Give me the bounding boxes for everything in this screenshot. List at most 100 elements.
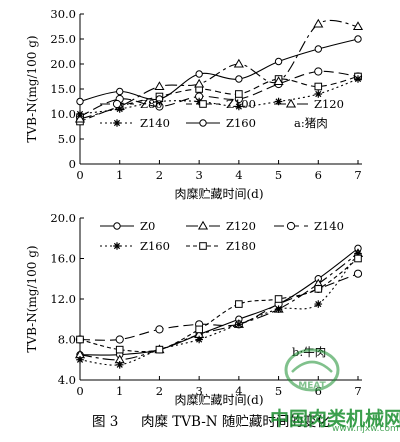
data-point bbox=[115, 345, 124, 354]
data-point bbox=[194, 78, 205, 88]
legend-label: Z160 bbox=[140, 239, 170, 253]
x-axis-label: 肉糜贮藏时间(d) bbox=[174, 392, 263, 407]
data-point bbox=[195, 70, 203, 78]
data-point bbox=[354, 254, 362, 263]
x-tick-label: 5 bbox=[275, 168, 282, 182]
legend-marker bbox=[199, 242, 207, 250]
data-point bbox=[274, 97, 283, 106]
x-axis-label: 肉糜贮藏时间(d) bbox=[174, 186, 263, 201]
data-point bbox=[274, 305, 283, 313]
x-tick-label: 0 bbox=[76, 384, 83, 398]
x-tick-label: 3 bbox=[195, 168, 202, 182]
y-tick-label: 16.0 bbox=[50, 252, 76, 266]
y-tick-label: 0 bbox=[69, 157, 76, 171]
y-tick-label: 4.0 bbox=[58, 373, 76, 387]
series-z120 bbox=[74, 18, 364, 123]
series-z180 bbox=[76, 254, 362, 354]
legend-marker bbox=[286, 221, 296, 231]
x-tick-label: 5 bbox=[275, 384, 282, 398]
data-point bbox=[115, 335, 124, 344]
legend-item-z120: Z120 bbox=[186, 219, 256, 233]
data-point bbox=[195, 97, 203, 106]
legend-label: Z180 bbox=[226, 239, 256, 253]
legend-item-z80: Z80 bbox=[100, 97, 163, 111]
watermark-url: www.rljxw.com bbox=[332, 424, 399, 434]
data-point bbox=[235, 102, 243, 111]
panel-annotation: b:牛肉 bbox=[292, 345, 326, 359]
data-point bbox=[76, 355, 84, 364]
x-tick-label: 7 bbox=[354, 384, 361, 398]
y-tick-label: 25.0 bbox=[50, 32, 76, 46]
watermark-logo-text: MEAT bbox=[298, 381, 326, 391]
data-point bbox=[235, 75, 243, 83]
y-tick-label: 20.0 bbox=[50, 57, 76, 71]
data-point bbox=[233, 58, 244, 68]
data-point bbox=[115, 361, 124, 369]
legend-marker bbox=[199, 100, 207, 108]
x-tick-label: 7 bbox=[354, 168, 361, 182]
legend-item-z140: Z140 bbox=[274, 219, 344, 233]
y-tick-label: 30.0 bbox=[50, 7, 76, 21]
y-tick-label: 5.0 bbox=[58, 132, 76, 146]
watermark-site-name: 中国肉类机械网 bbox=[270, 408, 400, 430]
legend-label: Z0 bbox=[140, 219, 155, 233]
legend-item-z120: Z120 bbox=[274, 97, 344, 111]
x-tick-label: 6 bbox=[315, 168, 322, 182]
legend-label: Z140 bbox=[314, 219, 344, 233]
data-point bbox=[352, 21, 364, 30]
data-point bbox=[314, 82, 323, 91]
data-point bbox=[274, 295, 283, 303]
data-point bbox=[235, 300, 243, 308]
legend-item-z180: Z180 bbox=[186, 239, 256, 253]
y-tick-label: 20.0 bbox=[50, 211, 76, 225]
x-tick-label: 2 bbox=[156, 384, 163, 398]
legend-marker bbox=[197, 220, 209, 230]
data-point bbox=[76, 97, 84, 106]
legend-marker bbox=[113, 222, 121, 230]
x-tick-label: 6 bbox=[315, 384, 322, 398]
data-point bbox=[274, 57, 283, 66]
data-point bbox=[195, 335, 203, 344]
panel-annotation: a:猪肉 bbox=[294, 116, 328, 130]
data-point bbox=[76, 335, 84, 344]
x-tick-label: 2 bbox=[156, 168, 163, 182]
legend-item-z100: Z100 bbox=[186, 97, 256, 111]
x-tick-label: 0 bbox=[76, 168, 83, 182]
legend-label: Z140 bbox=[140, 116, 170, 130]
x-tick-label: 4 bbox=[235, 168, 242, 182]
y-tick-label: 15.0 bbox=[50, 82, 76, 96]
legend-marker bbox=[113, 242, 121, 250]
legend-item-z0: Z0 bbox=[100, 219, 155, 233]
legend-marker bbox=[113, 119, 121, 127]
x-tick-label: 3 bbox=[195, 384, 202, 398]
data-point bbox=[353, 269, 363, 278]
legend-item-z160: Z160 bbox=[186, 116, 256, 130]
data-point bbox=[74, 113, 86, 123]
data-point bbox=[115, 105, 124, 113]
y-axis-label: TVB-N(mg/100 g) bbox=[25, 35, 39, 142]
legend-item-z140: Z140 bbox=[100, 116, 170, 130]
y-axis-label: TVB-N(mg/100 g) bbox=[25, 245, 39, 352]
x-tick-label: 4 bbox=[235, 384, 242, 398]
data-point bbox=[155, 95, 164, 103]
legend-label: Z160 bbox=[226, 116, 256, 130]
legend-marker bbox=[112, 99, 122, 109]
y-tick-label: 10.0 bbox=[50, 107, 76, 121]
data-point bbox=[354, 35, 362, 43]
data-point bbox=[155, 325, 164, 334]
watermark-logo-icon: MEAT bbox=[284, 348, 340, 392]
legend-label: Z120 bbox=[226, 219, 256, 233]
legend-item-z160: Z160 bbox=[100, 239, 170, 253]
y-tick-label: 12.0 bbox=[50, 292, 76, 306]
data-point bbox=[235, 320, 243, 329]
chart-panel-2: 4.0 8.0 12.0 16.0 20.0 0 1 2 3 4 5 6 7 肉糜贮藏时间(d) TVB-N… bbox=[25, 211, 364, 407]
series-z160 bbox=[76, 35, 362, 106]
legend-label: Z120 bbox=[314, 97, 344, 111]
series-line bbox=[79, 253, 359, 361]
data-point bbox=[314, 90, 323, 98]
figure-number: 图 3 bbox=[92, 414, 119, 430]
caption-text: 肉糜 TVB-N 随贮藏时间的变化 bbox=[140, 414, 330, 430]
data-point bbox=[76, 110, 84, 118]
legend-label: Z80 bbox=[140, 97, 163, 111]
